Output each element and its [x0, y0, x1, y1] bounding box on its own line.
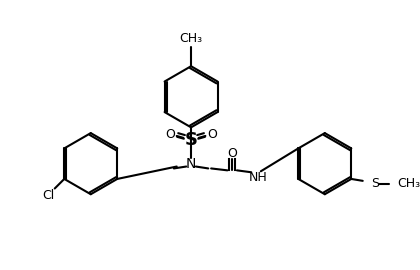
Text: CH₃: CH₃ — [179, 32, 202, 45]
Text: S: S — [184, 131, 197, 149]
Text: NH: NH — [249, 171, 267, 184]
Text: CH₃: CH₃ — [397, 177, 420, 190]
Text: O: O — [227, 147, 237, 160]
Text: S: S — [371, 177, 379, 190]
Text: O: O — [165, 129, 175, 141]
Text: O: O — [207, 129, 217, 141]
Text: N: N — [186, 157, 196, 171]
Text: Cl: Cl — [42, 189, 54, 202]
